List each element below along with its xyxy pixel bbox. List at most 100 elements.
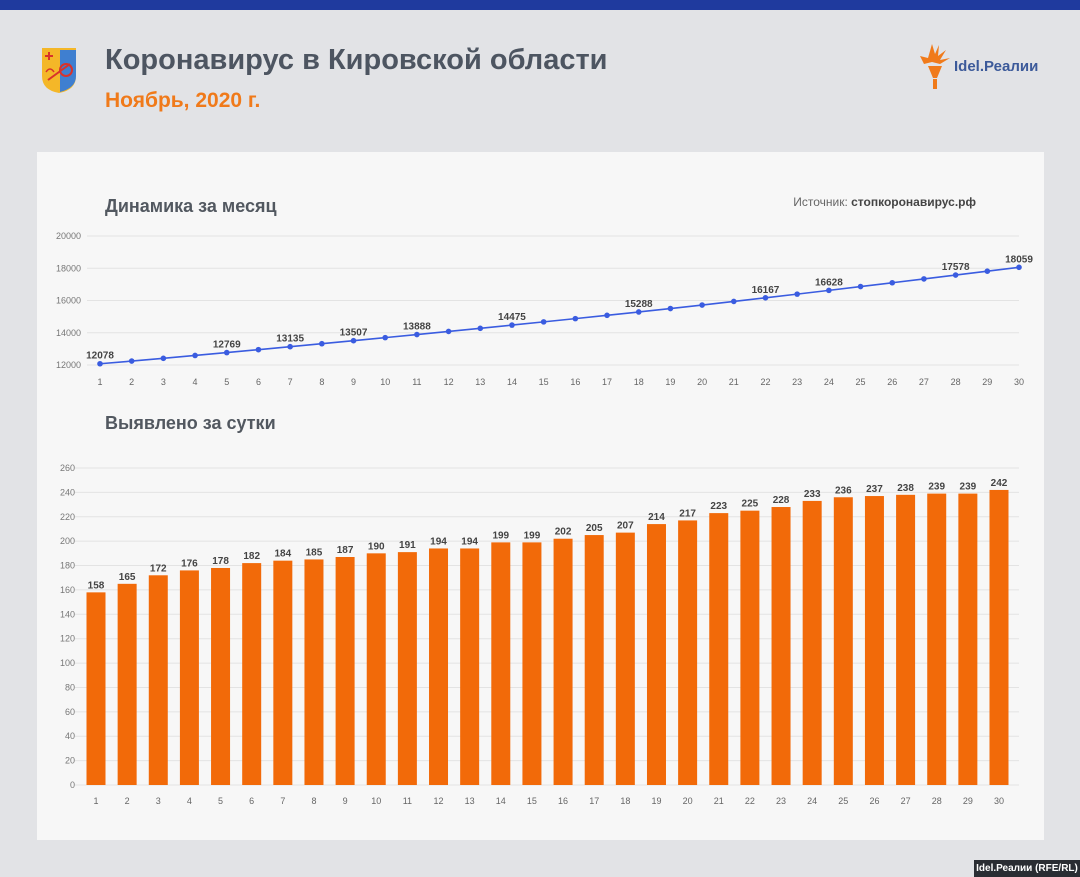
brand-name: Idel.Реалии xyxy=(954,58,1039,75)
line-x-tick-label: 2 xyxy=(129,377,134,387)
line-data-label: 13507 xyxy=(340,328,368,339)
bar-data-label: 184 xyxy=(274,549,291,560)
line-point xyxy=(572,315,579,322)
bar-data-label: 194 xyxy=(461,536,478,547)
bar-y-tick-label: 100 xyxy=(60,658,75,668)
bar xyxy=(522,542,542,785)
bar xyxy=(709,513,729,785)
line-data-label: 16628 xyxy=(815,277,843,288)
line-point xyxy=(889,279,896,286)
line-point xyxy=(826,287,832,294)
bar xyxy=(646,524,666,785)
line-point xyxy=(128,358,135,364)
bar-data-label: 199 xyxy=(492,530,509,541)
line-point xyxy=(192,352,198,359)
brand-logo: Idel.Реалии xyxy=(918,42,1058,92)
bar-x-tick-label: 27 xyxy=(901,796,911,806)
bar-data-label: 207 xyxy=(617,521,634,532)
bar xyxy=(429,548,449,785)
bar-x-tick-label: 22 xyxy=(745,796,755,806)
bar xyxy=(553,538,573,785)
bar-data-label: 165 xyxy=(119,572,136,583)
line-x-tick-label: 22 xyxy=(760,377,770,387)
bar xyxy=(491,542,511,785)
bar-x-tick-label: 11 xyxy=(403,796,412,806)
bar-data-label: 228 xyxy=(773,495,790,506)
line-x-tick-label: 30 xyxy=(1014,377,1024,387)
line-x-tick-label: 18 xyxy=(634,377,644,387)
bar-data-label: 176 xyxy=(181,558,198,569)
bar xyxy=(335,557,355,785)
line-point xyxy=(952,272,959,278)
bar xyxy=(958,493,978,785)
footer-credit: Idel.Реалии (RFE/RL) xyxy=(974,860,1080,877)
line-x-tick-label: 1 xyxy=(97,377,102,387)
line-data-label: 13135 xyxy=(276,334,304,345)
top-bar xyxy=(0,0,1080,10)
line-x-tick-label: 14 xyxy=(507,377,517,387)
line-x-tick-label: 25 xyxy=(856,377,866,387)
line-point xyxy=(97,360,103,367)
bar-x-tick-label: 1 xyxy=(93,796,98,806)
bar-y-tick-label: 220 xyxy=(60,512,75,522)
bar-data-label: 214 xyxy=(648,512,665,523)
bar-x-tick-label: 18 xyxy=(620,796,630,806)
bar-x-tick-label: 4 xyxy=(187,796,192,806)
bar-y-tick-label: 40 xyxy=(65,731,75,741)
line-x-tick-label: 24 xyxy=(824,377,834,387)
bar-y-tick-label: 80 xyxy=(65,682,75,692)
line-x-tick-label: 17 xyxy=(602,377,612,387)
bar-x-tick-label: 2 xyxy=(125,796,130,806)
line-x-tick-label: 4 xyxy=(193,377,198,387)
bar-y-tick-label: 60 xyxy=(65,707,75,717)
bar-x-tick-label: 14 xyxy=(496,796,506,806)
bar-x-tick-label: 26 xyxy=(869,796,879,806)
line-x-tick-label: 7 xyxy=(288,377,293,387)
bar-x-tick-label: 30 xyxy=(994,796,1004,806)
line-point xyxy=(730,298,737,305)
line-point xyxy=(857,283,864,290)
source-value: стопкоронавирус.рф xyxy=(851,195,976,209)
bar-x-tick-label: 23 xyxy=(776,796,786,806)
line-x-tick-label: 3 xyxy=(161,377,166,387)
bar-data-label: 217 xyxy=(679,508,696,519)
bar-y-tick-label: 140 xyxy=(60,609,75,619)
bar-x-tick-label: 13 xyxy=(465,796,475,806)
line-chart-title: Динамика за месяц xyxy=(105,196,277,216)
line-point xyxy=(319,340,325,347)
line-x-tick-label: 23 xyxy=(792,377,802,387)
bar-data-label: 185 xyxy=(306,547,323,558)
bar-x-tick-label: 17 xyxy=(589,796,599,806)
bar xyxy=(678,520,698,785)
bar-data-label: 158 xyxy=(88,580,105,591)
bar xyxy=(366,553,386,785)
bar-data-label: 242 xyxy=(991,478,1008,489)
line-point xyxy=(509,322,515,328)
page-title: Коронавирус в Кировской области xyxy=(105,44,608,76)
bar xyxy=(397,552,417,785)
line-point xyxy=(794,291,800,297)
bar xyxy=(740,510,760,785)
bar-data-label: 225 xyxy=(742,499,759,510)
bar-data-label: 199 xyxy=(524,530,541,541)
line-x-tick-label: 29 xyxy=(982,377,992,387)
bar-x-tick-label: 28 xyxy=(932,796,942,806)
source-note: Источник: стопкоронавирус.рф xyxy=(793,195,976,209)
bar-x-tick-label: 25 xyxy=(838,796,848,806)
bar-data-label: 194 xyxy=(430,536,447,547)
bar xyxy=(864,496,884,785)
bar-x-tick-label: 8 xyxy=(311,796,316,806)
line-y-tick-label: 14000 xyxy=(56,328,81,338)
line-data-label: 13888 xyxy=(403,322,431,333)
line-point xyxy=(921,276,927,282)
line-point xyxy=(604,312,610,319)
coat-of-arms-icon xyxy=(42,48,76,93)
line-data-label: 18059 xyxy=(1005,254,1033,265)
bar-chart-title: Выявлено за сутки xyxy=(105,413,276,433)
line-x-tick-label: 21 xyxy=(729,377,739,387)
bar-data-label: 205 xyxy=(586,523,603,534)
bar-x-tick-label: 15 xyxy=(527,796,537,806)
line-x-tick-label: 9 xyxy=(351,377,356,387)
bar-data-label: 182 xyxy=(243,551,260,562)
